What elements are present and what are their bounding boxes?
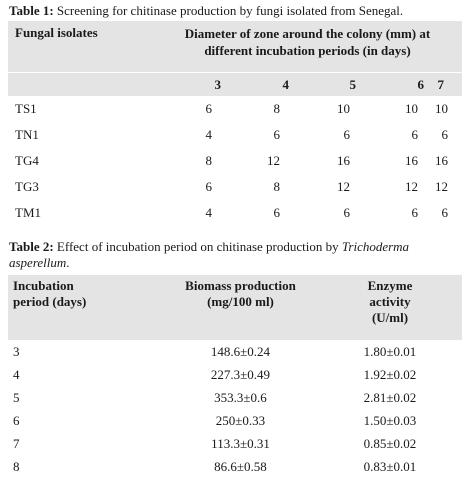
period-cell: 3 xyxy=(13,343,20,359)
table2: Incubation period (days) Biomass product… xyxy=(8,275,462,478)
table2-caption-species: Trichoderma asperellum xyxy=(9,239,410,270)
table2-caption: Table 2: Effect of incubation period on … xyxy=(9,239,469,271)
isolate-name: TG3 xyxy=(15,179,39,194)
enzyme-cell: 1.92±0.02 xyxy=(363,366,417,382)
enzyme-cell: 2.81±0.02 xyxy=(363,389,417,405)
diameter-cell: 10 xyxy=(435,101,448,116)
biomass-cell: 113.3±0.31 xyxy=(211,435,270,451)
table-row: 4 227.3±0.49 1.92±0.02 xyxy=(8,363,462,386)
diameter-cell: 8 xyxy=(273,179,281,194)
table1-days-row: 3 4 5 6 7 xyxy=(8,72,462,96)
diameter-cell: 16 xyxy=(337,153,350,168)
table-row: TS1 6 8 10 10 10 xyxy=(8,96,462,122)
biomass-cell: 227.3±0.49 xyxy=(210,366,271,382)
enzyme-cell: 0.85±0.02 xyxy=(363,435,417,451)
table1-caption: Table 1: Screening for chitinase product… xyxy=(9,3,403,19)
table1-caption-text: Screening for chitinase production by fu… xyxy=(53,3,404,18)
diameter-cell: 6 xyxy=(273,205,281,220)
table-row: TG4 8 12 16 16 16 xyxy=(8,148,462,174)
table-row: TN1 4 6 6 6 6 xyxy=(8,122,462,148)
period-cell: 5 xyxy=(13,389,20,405)
table2-header-row: Incubation period (days) Biomass product… xyxy=(8,275,462,340)
table2-caption-text: Effect of incubation period on chitinase… xyxy=(53,239,342,254)
table-row: TM1 4 6 6 6 6 xyxy=(8,200,462,226)
table-row: 3 148.6±0.24 1.80±0.01 xyxy=(8,340,462,363)
isolate-name: TS1 xyxy=(15,101,37,116)
table1-header-isolates: Fungal isolates xyxy=(8,21,161,73)
table1-header-diameter: Diameter of zone around the colony (mm) … xyxy=(161,21,462,73)
table2-header-biomass-text: Biomass production (mg/100 ml) xyxy=(185,278,296,309)
table-row: 8 86.6±0.58 0.83±0.01 xyxy=(8,455,462,478)
diameter-cell: 10 xyxy=(405,101,418,116)
table1-days-blank xyxy=(8,72,161,96)
diameter-cell: 8 xyxy=(205,153,213,168)
table1-day-header: 4 xyxy=(221,72,289,96)
period-cell: 6 xyxy=(13,412,20,428)
diameter-cell: 6 xyxy=(441,205,449,220)
biomass-cell: 86.6±0.58 xyxy=(214,458,267,474)
isolate-name: TG4 xyxy=(15,153,39,168)
diameter-cell: 6 xyxy=(273,127,281,142)
diameter-cell: 8 xyxy=(273,101,281,116)
enzyme-cell: 1.50±0.03 xyxy=(363,412,417,428)
diameter-cell: 12 xyxy=(267,153,280,168)
biomass-cell: 148.6±0.24 xyxy=(210,343,271,359)
diameter-cell: 6 xyxy=(411,205,419,220)
table2-header-enzyme-text: Enzyme activity (U/ml) xyxy=(367,278,413,325)
table1-header-row: Fungal isolates Diameter of zone around … xyxy=(8,21,462,73)
diameter-cell: 12 xyxy=(435,179,448,194)
enzyme-cell: 1.80±0.01 xyxy=(363,343,417,359)
table1-day-header: 6 xyxy=(356,72,424,96)
biomass-cell: 250±0.33 xyxy=(215,412,266,428)
diameter-cell: 12 xyxy=(337,179,350,194)
diameter-cell: 6 xyxy=(205,101,213,116)
period-cell: 8 xyxy=(13,458,20,474)
table2-caption-end: . xyxy=(66,255,70,270)
diameter-cell: 6 xyxy=(441,127,449,142)
table2-header-enzyme: Enzyme activity (U/ml) xyxy=(318,275,462,340)
table1-caption-label: Table 1: xyxy=(9,3,54,18)
diameter-cell: 6 xyxy=(411,127,419,142)
table2-header-period: Incubation period (days) xyxy=(8,275,163,340)
diameter-cell: 6 xyxy=(205,179,213,194)
table1: Fungal isolates Diameter of zone around … xyxy=(8,21,462,226)
table-row: 7 113.3±0.31 0.85±0.02 xyxy=(8,432,462,455)
table1-day-header: 7 xyxy=(424,72,462,96)
diameter-cell: 16 xyxy=(405,153,418,168)
diameter-cell: 4 xyxy=(205,205,213,220)
table2-header-biomass: Biomass production (mg/100 ml) xyxy=(163,275,318,340)
table-row: 5 353.3±0.6 2.81±0.02 xyxy=(8,386,462,409)
period-cell: 7 xyxy=(13,435,20,451)
table1-day-header: 3 xyxy=(161,72,221,96)
table-row: TG3 6 8 12 12 12 xyxy=(8,174,462,200)
period-cell: 4 xyxy=(13,366,20,382)
diameter-cell: 12 xyxy=(405,179,418,194)
diameter-cell: 6 xyxy=(343,205,351,220)
biomass-cell: 353.3±0.6 xyxy=(214,389,267,405)
diameter-cell: 6 xyxy=(343,127,351,142)
table2-header-period-text: Incubation period (days) xyxy=(13,278,87,309)
diameter-cell: 16 xyxy=(435,153,448,168)
enzyme-cell: 0.83±0.01 xyxy=(363,458,417,474)
isolate-name: TN1 xyxy=(15,127,39,142)
table-row: 6 250±0.33 1.50±0.03 xyxy=(8,409,462,432)
table1-day-header: 5 xyxy=(289,72,356,96)
table2-caption-label: Table 2: xyxy=(9,239,54,254)
diameter-cell: 10 xyxy=(337,101,350,116)
isolate-name: TM1 xyxy=(15,205,41,220)
diameter-cell: 4 xyxy=(205,127,213,142)
